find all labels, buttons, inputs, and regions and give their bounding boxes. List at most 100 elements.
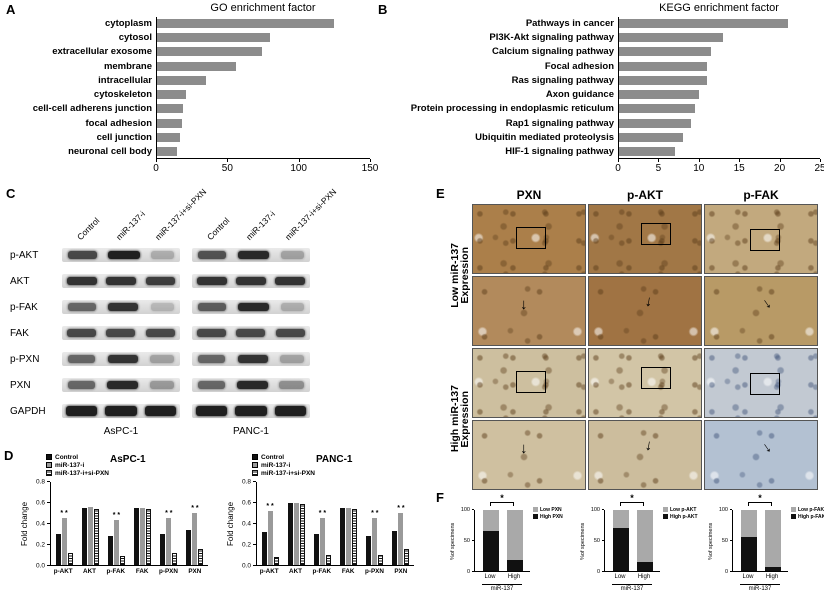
significance-marker: * *	[371, 510, 379, 518]
bar	[346, 507, 352, 565]
bar-track	[156, 145, 370, 158]
y-tick-mark	[253, 502, 256, 503]
bar	[618, 75, 707, 85]
category-label: cell-cell adherens junction	[32, 103, 152, 115]
chart-title: PANC-1	[316, 454, 353, 465]
roi-box	[515, 226, 546, 249]
bar	[156, 146, 178, 156]
y-tick-mark	[47, 523, 50, 524]
y-tick-mark	[47, 565, 50, 566]
chart-body: cytoplasm cytosol extracellular exosome mem…	[14, 17, 370, 158]
category-label: cytosol	[118, 32, 152, 44]
protein-band	[105, 406, 137, 416]
bar	[156, 19, 335, 28]
bar	[267, 511, 273, 565]
bar-group	[283, 482, 309, 565]
x-tick-label: p-AKT	[259, 568, 279, 575]
category-label: membrane	[103, 60, 152, 72]
bar-segment	[507, 510, 523, 561]
y-tick-label: 0.4	[241, 520, 251, 528]
x-tick-label: p-AKT	[53, 568, 73, 575]
legend-label: High PXN	[540, 513, 563, 520]
lane-label: miR-137-i	[243, 208, 278, 242]
panel-d-letter: D	[4, 448, 14, 463]
bar-track	[618, 17, 820, 30]
y-tick-label: 50	[593, 538, 600, 544]
protein-band	[108, 251, 140, 259]
bar-track	[156, 31, 370, 44]
legend-item: miR-137-i	[46, 461, 109, 469]
category-label: Rap1 signaling pathway	[505, 117, 614, 129]
x-tick-label: Low	[614, 574, 626, 580]
blot-strip	[62, 352, 180, 366]
blot-row: FAK	[10, 320, 340, 346]
panel-b-letter: B	[378, 2, 388, 17]
x-axis-group-line	[740, 584, 780, 585]
legend-label: miR-137-i	[55, 461, 85, 469]
y-tick-mark	[602, 540, 604, 541]
legend-swatch	[252, 470, 258, 476]
p-fak-specimens-chart: %of specimens 0 50 100 Low High * miR-137 Low p-…	[706, 493, 824, 604]
protein-band	[280, 303, 304, 311]
legend-item: Low p-FAK	[791, 506, 824, 513]
lane-label: Control	[74, 215, 102, 242]
protein-band	[274, 406, 307, 416]
y-tick-mark	[253, 481, 256, 482]
bar	[618, 146, 675, 156]
go-enrichment-chart: GO enrichment factor cytoplasm cytosol extr…	[14, 2, 379, 174]
y-tick-mark	[253, 544, 256, 545]
bar-group: * *	[156, 482, 182, 565]
bar-row: cytoskeleton	[14, 88, 370, 101]
chart-body: Pathways in cancer PI3K-Akt signaling pat…	[396, 17, 820, 158]
protein-label: AKT	[10, 275, 30, 287]
significance-bracket	[620, 502, 644, 506]
protein-band	[236, 381, 268, 389]
y-axis-line	[156, 17, 157, 158]
x-tick-label: PXN	[188, 568, 202, 575]
bar-segment	[765, 567, 781, 571]
arrow-icon: ↓	[520, 296, 528, 314]
bar-track	[156, 117, 370, 130]
category-label: Ras signaling pathway	[511, 74, 614, 86]
y-tick-label: 0	[596, 569, 600, 575]
y-axis-label: %of specimens	[580, 522, 586, 560]
plot-area	[732, 510, 788, 572]
bar-segment	[741, 537, 757, 571]
chart-title: AsPC-1	[110, 454, 146, 465]
significance-marker: * *	[165, 510, 173, 518]
bar	[55, 533, 61, 565]
kegg-enrichment-chart: KEGG enrichment factor Pathways in cancer…	[396, 2, 824, 174]
panel-a-letter: A	[6, 2, 16, 17]
bar-row: membrane	[14, 60, 370, 73]
stacked-bar	[765, 510, 781, 571]
legend-item: Control	[46, 453, 109, 461]
bar	[293, 502, 299, 565]
column-headers: PXN p-AKT p-FAK	[472, 188, 820, 202]
x-tick-label: p-FAK	[312, 568, 332, 575]
bar	[618, 47, 711, 57]
x-tick-mark	[739, 159, 741, 162]
y-tick-mark	[730, 540, 732, 541]
legend-item: miR-137-i	[252, 461, 315, 469]
bar-track	[618, 145, 820, 158]
significance-marker: * *	[397, 505, 405, 513]
protein-label: PXN	[10, 379, 31, 391]
bar	[156, 61, 236, 71]
bar-track	[618, 31, 820, 44]
bar	[398, 513, 404, 565]
x-axis-group-line	[612, 584, 652, 585]
x-axis-group-line	[482, 584, 522, 585]
x-tick-label: 10	[693, 163, 705, 174]
bar-track	[156, 17, 370, 30]
ihc-image-panel: PXN p-AKT p-FAK Low miR-137 Expression High m…	[449, 188, 820, 490]
bar	[352, 508, 358, 565]
bar	[378, 554, 384, 565]
x-tick-label: 0	[153, 163, 159, 174]
bar	[366, 535, 372, 565]
bar-segment	[613, 528, 629, 571]
protein-band	[144, 406, 177, 416]
y-axis-label: Fold change	[20, 501, 29, 547]
bar-track	[618, 60, 820, 73]
category-label: focal adhesion	[85, 117, 152, 129]
